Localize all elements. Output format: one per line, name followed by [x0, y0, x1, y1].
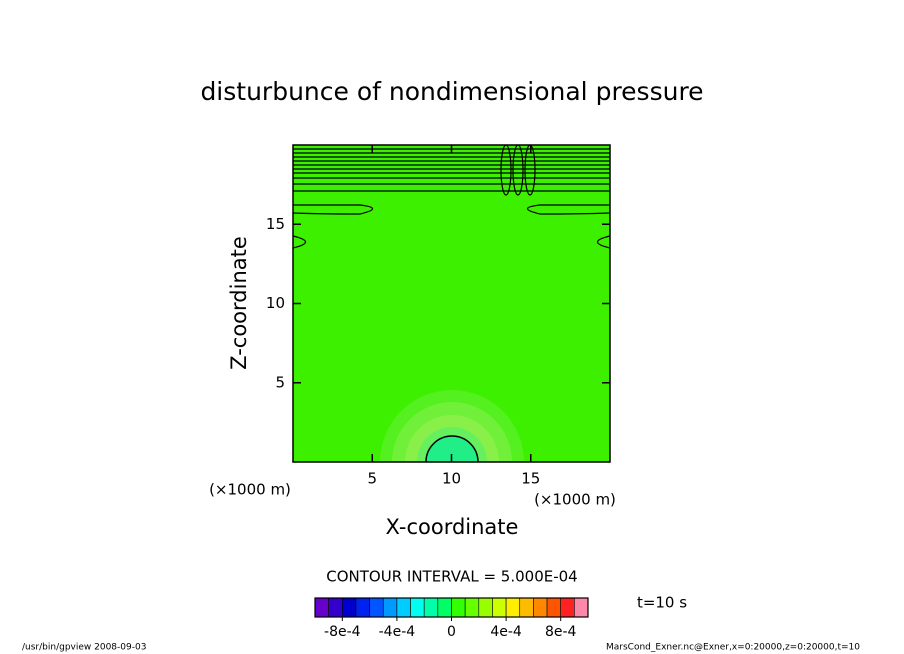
colorbar-swatch: [355, 597, 370, 618]
footer-right: MarsCond_Exner.nc@Exner,x=0:20000,z=0:20…: [606, 643, 860, 653]
chart-title: disturbunce of nondimensional pressure: [200, 77, 703, 106]
colorbar-swatch: [328, 597, 343, 618]
colorbar-swatch: [519, 597, 534, 618]
colorbar-swatch: [369, 597, 384, 618]
x-tick-label: 5: [367, 470, 377, 488]
colorbar-swatch: [464, 597, 480, 618]
colorbar-swatch: [314, 597, 329, 618]
footer-left: /usr/bin/gpview 2008-09-03: [22, 643, 146, 653]
y-unit: (×1000 m): [534, 491, 616, 509]
contour-interval: CONTOUR INTERVAL = 5.000E-04: [326, 568, 577, 586]
colorbar-tick-label: 4e-4: [490, 624, 522, 640]
colorbar-swatch: [341, 597, 357, 618]
colorbar-tick-label: 0: [447, 624, 456, 640]
colorbar-swatch: [533, 597, 548, 618]
colorbar-swatch: [382, 597, 398, 618]
x-tick-label: 10: [442, 470, 461, 488]
y-tick-label: 10: [266, 294, 285, 312]
colorbar-tick-label: 8e-4: [545, 624, 577, 640]
y-tick-label: 15: [266, 215, 285, 233]
colorbar-swatch: [451, 597, 466, 618]
colorbar-swatch: [437, 597, 452, 618]
colorbar-swatch: [546, 597, 561, 618]
colorbar-swatch: [560, 597, 575, 618]
colorbar-swatch: [478, 597, 493, 618]
time-label: t=10 s: [637, 594, 687, 612]
x-axis-label: X-coordinate: [386, 515, 519, 539]
colorbar-swatch: [574, 597, 589, 618]
colorbar-swatch: [505, 597, 521, 618]
colorbar-swatch: [492, 597, 507, 618]
colorbar-swatch: [410, 597, 425, 618]
colorbar-tick-label: -4e-4: [379, 624, 416, 640]
colorbar-tick-label: -8e-4: [324, 624, 361, 640]
y-tick-label: 5: [275, 373, 285, 391]
x-tick-label: 15: [521, 470, 540, 488]
x-unit-left: (×1000 m): [209, 481, 291, 499]
y-axis-label: Z-coordinate: [227, 236, 251, 370]
colorbar-swatch: [423, 597, 439, 618]
colorbar-swatch: [396, 597, 411, 618]
